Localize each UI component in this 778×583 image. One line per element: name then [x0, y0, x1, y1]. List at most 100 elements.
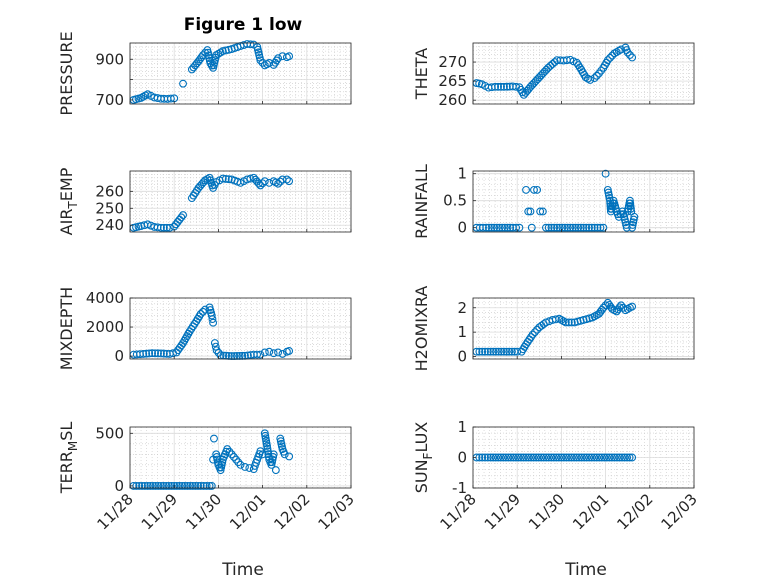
y-tick-label: 700: [95, 91, 124, 109]
data-point: [599, 223, 608, 232]
data-point: [533, 325, 542, 334]
data-point: [159, 481, 168, 490]
data-point: [619, 303, 628, 312]
data-point: [232, 455, 241, 464]
data-point: [145, 349, 154, 358]
data-point: [517, 453, 525, 462]
x-tick-label: 12/01: [226, 490, 269, 533]
data-point: [597, 453, 606, 462]
data-point: [558, 223, 567, 232]
data-point: [607, 453, 616, 462]
data-point: [540, 67, 549, 76]
data-point: [549, 453, 558, 462]
data-point: [511, 453, 520, 462]
data-point: [611, 204, 620, 213]
data-point: [503, 223, 512, 232]
data-point: [221, 174, 230, 183]
data-point: [519, 453, 528, 462]
data-point: [262, 439, 271, 448]
data-point: [211, 342, 220, 351]
data-point: [240, 463, 249, 471]
data-point: [524, 453, 533, 462]
data-point: [596, 223, 605, 232]
data-point: [177, 213, 186, 222]
data-point: [597, 66, 606, 75]
data-point: [143, 481, 152, 490]
data-point: [551, 315, 560, 324]
data-point: [245, 464, 254, 472]
data-point: [258, 179, 267, 188]
data-point: [175, 343, 184, 352]
data-point: [541, 223, 550, 232]
data-point: [491, 82, 500, 91]
data-point: [601, 301, 610, 310]
subplot-6: 0 1 2 H2OMIXRA: [412, 286, 695, 371]
data-point: [525, 335, 534, 344]
data-point: [277, 442, 286, 451]
data-point: [506, 453, 515, 462]
y-tick-label: -1: [452, 479, 467, 497]
data-point: [499, 453, 508, 462]
data-point: [553, 223, 561, 232]
data-point: [205, 481, 214, 490]
data-point: [601, 169, 610, 178]
data-point: [559, 317, 568, 326]
data-point: [529, 453, 538, 462]
data-point: [523, 86, 532, 95]
data-point: [629, 215, 638, 224]
data-point: [565, 453, 573, 462]
data-point: [518, 88, 527, 97]
x-tick-label: 11/30: [525, 490, 568, 533]
data-point: [492, 347, 500, 356]
data-point: [486, 453, 495, 462]
data-point: [202, 481, 211, 490]
x-tick-label: 12/02: [613, 490, 656, 533]
data-point: [149, 481, 157, 490]
axes-frame: [129, 297, 352, 360]
data-point: [626, 199, 635, 208]
data-point: [576, 223, 585, 232]
data-point: [587, 223, 596, 232]
data-point: [576, 316, 585, 325]
data-point: [224, 175, 233, 184]
data-point: [489, 453, 498, 462]
data-point: [483, 347, 492, 356]
data-point: [134, 222, 143, 231]
data-point: [154, 349, 162, 358]
data-point: [550, 58, 559, 67]
data-point: [499, 347, 508, 356]
data-point: [246, 40, 255, 49]
data-point: [183, 481, 192, 490]
data-point: [547, 223, 556, 232]
data-point: [613, 210, 622, 219]
x-tick-label: 12/01: [569, 490, 612, 533]
data-point: [246, 174, 255, 183]
data-point: [574, 61, 583, 70]
data-point: [271, 58, 280, 67]
data-point: [494, 453, 503, 462]
data-point: [583, 74, 592, 83]
data-point: [498, 223, 507, 232]
data-point: [279, 447, 288, 456]
data-point: [196, 481, 205, 490]
data-point: [569, 57, 578, 66]
data-point: [542, 453, 551, 462]
data-point: [567, 453, 576, 462]
data-point: [159, 223, 168, 232]
data-point: [602, 453, 611, 462]
data-point: [179, 79, 187, 88]
data-point: [582, 453, 591, 462]
data-point: [254, 179, 263, 188]
data-point: [499, 82, 508, 91]
data-point: [592, 71, 601, 80]
data-point: [613, 453, 621, 462]
x-tick-label: 11/28: [94, 490, 137, 533]
data-point: [159, 349, 168, 358]
data-point: [600, 453, 609, 462]
data-point: [527, 453, 536, 462]
data-point: [156, 481, 165, 490]
x-axis-label-left: Time: [221, 560, 264, 580]
data-point: [207, 481, 216, 490]
data-point: [271, 178, 280, 187]
data-point: [208, 315, 217, 324]
